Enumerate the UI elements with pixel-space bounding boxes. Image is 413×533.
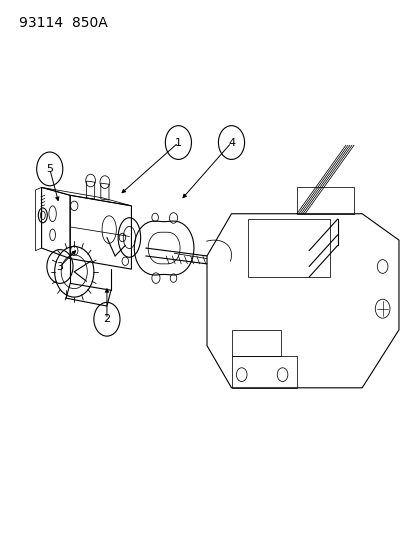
Text: 93114  850A: 93114 850A bbox=[19, 16, 108, 30]
Text: 1: 1 bbox=[174, 138, 181, 148]
Text: 2: 2 bbox=[103, 314, 110, 324]
Text: 5: 5 bbox=[46, 164, 53, 174]
Text: 4: 4 bbox=[228, 138, 235, 148]
Text: 3: 3 bbox=[56, 262, 63, 271]
